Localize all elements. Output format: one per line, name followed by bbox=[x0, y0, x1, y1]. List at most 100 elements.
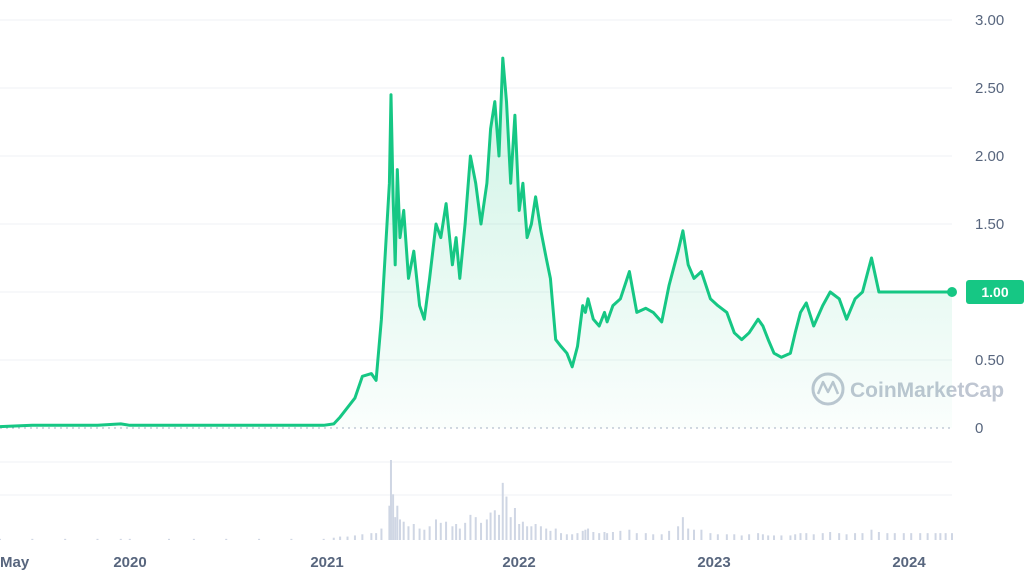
volume-bar bbox=[861, 533, 864, 540]
y-tick-label: 1.50 bbox=[975, 216, 1004, 233]
volume-bar bbox=[380, 528, 383, 540]
volume-bar bbox=[398, 519, 401, 540]
y-tick-label: 0.50 bbox=[975, 352, 1004, 369]
volume-bar bbox=[812, 534, 815, 540]
volume-bar bbox=[693, 529, 696, 540]
volume-bar bbox=[64, 538, 67, 540]
volume-bar bbox=[96, 538, 99, 540]
volume-bar bbox=[119, 538, 122, 540]
volume-bar bbox=[644, 533, 647, 540]
volume-bar bbox=[458, 528, 461, 540]
volume-bar bbox=[167, 538, 170, 540]
volume-bar bbox=[469, 514, 472, 540]
volume-bar bbox=[407, 526, 410, 540]
x-tick-label: 2024 bbox=[892, 554, 926, 571]
x-tick-label: May bbox=[0, 554, 30, 571]
y-tick-label: 2.00 bbox=[975, 148, 1004, 165]
y-tick-label: 2.50 bbox=[975, 80, 1004, 97]
volume-bar bbox=[554, 528, 557, 540]
volume-bar bbox=[445, 521, 448, 540]
volume-bar bbox=[530, 526, 533, 540]
volume-bar bbox=[396, 505, 399, 540]
volume-bar bbox=[509, 517, 512, 540]
volume-bar bbox=[799, 533, 802, 540]
volume-bar bbox=[513, 508, 516, 540]
volume-bar bbox=[635, 533, 638, 540]
volume-bar bbox=[748, 534, 751, 540]
volume-bar bbox=[581, 530, 584, 540]
volume-bar bbox=[560, 533, 563, 540]
volume-bar bbox=[598, 533, 601, 540]
volume-bar bbox=[549, 530, 552, 540]
volume-bar bbox=[926, 533, 929, 540]
volume-bar bbox=[394, 517, 397, 540]
volume-bar bbox=[225, 538, 228, 540]
volume-bar bbox=[902, 533, 905, 540]
volume-bar bbox=[501, 482, 504, 540]
volume-bar bbox=[493, 510, 496, 540]
volume-bar bbox=[498, 514, 501, 540]
volume-bar bbox=[677, 526, 680, 540]
volume-bar bbox=[0, 538, 1, 540]
volume-bar bbox=[128, 538, 131, 540]
volume-bar bbox=[845, 534, 848, 540]
volume-bar bbox=[794, 534, 797, 540]
volume-bar bbox=[332, 537, 335, 540]
volume-bar bbox=[451, 526, 454, 540]
volume-bar bbox=[361, 534, 364, 540]
volume-bar bbox=[485, 519, 488, 540]
volume-bar bbox=[939, 533, 942, 540]
volume-bar bbox=[592, 532, 595, 540]
volume-bar bbox=[934, 533, 937, 540]
volume-bar bbox=[480, 522, 483, 540]
volume-bar bbox=[838, 533, 841, 540]
y-tick-label: 0 bbox=[975, 420, 983, 437]
volume-bar bbox=[725, 534, 728, 540]
volume-bar bbox=[668, 530, 671, 540]
volume-bar bbox=[681, 517, 684, 540]
volume-bar bbox=[435, 519, 438, 540]
volume-bar bbox=[353, 535, 356, 540]
price-line bbox=[0, 56, 952, 429]
volume-bar bbox=[805, 533, 808, 540]
volume-bar bbox=[505, 496, 508, 540]
volume-bar bbox=[829, 532, 832, 540]
volume-bar bbox=[944, 533, 947, 540]
current-price-dot bbox=[947, 287, 957, 297]
volume-bar bbox=[339, 536, 342, 540]
volume-bar bbox=[603, 532, 606, 540]
volume-bar bbox=[322, 538, 325, 540]
volume-bar bbox=[709, 533, 712, 540]
volume-bar bbox=[290, 538, 293, 540]
volume-bar bbox=[521, 521, 524, 540]
volume-bar bbox=[587, 528, 590, 540]
price-area bbox=[0, 56, 957, 429]
volume-bar bbox=[545, 528, 548, 540]
price-tag-bg bbox=[966, 280, 1024, 304]
volume-bar bbox=[740, 535, 743, 540]
volume-bar bbox=[576, 533, 579, 540]
price-area-fill bbox=[0, 58, 952, 428]
volume-bar bbox=[418, 528, 421, 540]
volume-bar bbox=[772, 535, 775, 540]
volume-bar bbox=[489, 512, 492, 540]
y-axis: 3.002.502.001.501.000.500 bbox=[975, 12, 1004, 437]
volume-bar bbox=[439, 522, 442, 540]
volume-bars bbox=[0, 460, 953, 540]
volume-bar bbox=[584, 529, 587, 540]
volume-bar bbox=[392, 494, 395, 540]
volume-bar bbox=[370, 533, 373, 540]
x-tick-label: 2021 bbox=[310, 554, 343, 571]
volume-bar bbox=[910, 533, 913, 540]
volume-bar bbox=[611, 532, 614, 540]
y-tick-label: 3.00 bbox=[975, 12, 1004, 29]
x-tick-label: 2023 bbox=[697, 554, 730, 571]
volume-bar bbox=[628, 529, 631, 540]
volume-bar bbox=[951, 533, 953, 540]
volume-bar bbox=[893, 533, 896, 540]
volume-bar bbox=[192, 538, 195, 540]
volume-bar bbox=[402, 521, 405, 540]
volume-bar bbox=[877, 532, 880, 540]
volume-bar bbox=[412, 524, 415, 540]
